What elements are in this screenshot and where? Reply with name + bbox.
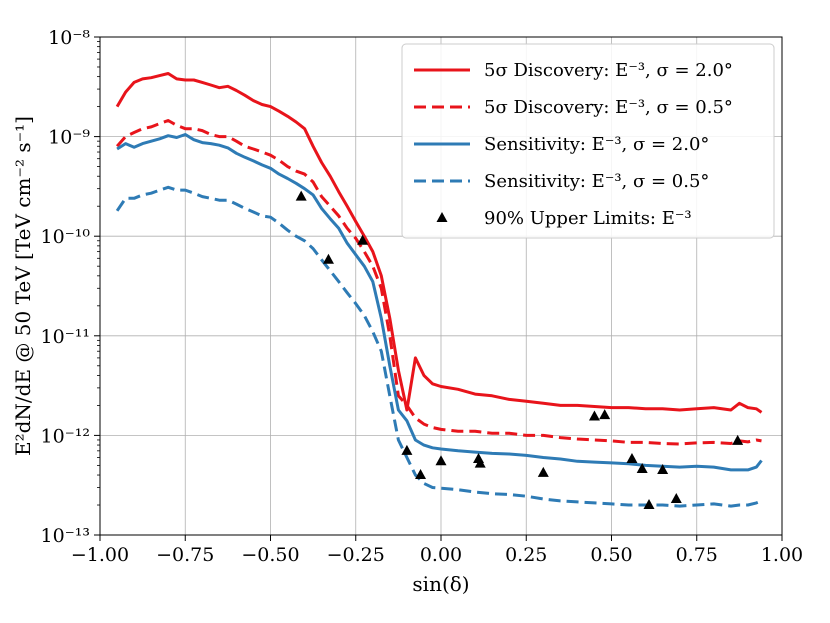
series-line-1	[115, 72, 763, 414]
upper-limit-marker	[537, 466, 549, 477]
upper-limit-marker	[295, 190, 307, 201]
x-tick-label: −0.75	[156, 544, 214, 566]
legend-marker	[436, 212, 448, 222]
upper-limit-marker	[322, 253, 334, 264]
y-tick-label: 10⁻¹¹	[41, 326, 90, 348]
upper-limit-marker	[626, 452, 638, 463]
x-tick-label: −0.25	[327, 544, 385, 566]
x-tick-label: 0.50	[590, 544, 632, 566]
x-tick-label: −1.00	[71, 544, 129, 566]
upper-limit-marker	[357, 234, 369, 245]
upper-limit-marker	[657, 463, 669, 474]
y-tick-label: 10⁻¹⁰	[41, 226, 91, 248]
ticks: −1.00 −0.75 −0.50 −0.25 0.00 0.25 0.50 0.75 1.00…	[41, 27, 804, 566]
x-tick-label: −0.50	[241, 544, 299, 566]
upper-limit-marker	[415, 469, 427, 480]
legend-label: 5σ Discovery: E⁻³, σ = 2.0°	[484, 60, 733, 81]
legend-label: Sensitivity: E⁻³, σ = 0.5°	[484, 171, 709, 192]
y-axis-label: E²dN/dE @ 50 TeV [TeV cm⁻² s⁻¹]	[11, 116, 35, 456]
upper-limit-marker	[643, 499, 655, 510]
x-tick-label: 0.00	[420, 544, 462, 566]
upper-limit-marker	[588, 410, 600, 421]
upper-limit-marker	[401, 444, 413, 455]
upper-limit-marker	[474, 457, 486, 468]
upper-limit-marker	[435, 455, 447, 466]
y-tick-label: 10⁻⁸	[48, 27, 90, 49]
series-line-3	[116, 133, 763, 472]
upper-limit-marker	[636, 462, 648, 473]
y-tick-label: 10⁻¹³	[41, 525, 90, 547]
series-line-4	[115, 185, 763, 508]
y-tick-label: 10⁻¹²	[41, 425, 90, 447]
y-tick-label: 10⁻⁹	[48, 127, 90, 149]
upper-limit-marker	[599, 409, 611, 420]
series-line-2	[115, 119, 762, 446]
legend: 5σ Discovery: E⁻³, σ = 2.0° 5σ Discovery:…	[401, 43, 775, 239]
x-tick-label: 0.25	[505, 544, 547, 566]
legend-label: 5σ Discovery: E⁻³, σ = 0.5°	[484, 97, 733, 118]
x-tick-label: 1.00	[761, 544, 803, 566]
legend-box	[401, 43, 775, 239]
upper-limit-marker	[732, 434, 744, 445]
legend-label: Sensitivity: E⁻³, σ = 2.0°	[484, 134, 709, 155]
x-tick-label: 0.75	[676, 544, 718, 566]
legend-label: 90% Upper Limits: E⁻³	[484, 208, 692, 229]
x-axis-label: sin(δ)	[412, 572, 469, 596]
series-layer	[115, 72, 763, 510]
upper-limit-marker	[670, 492, 682, 503]
